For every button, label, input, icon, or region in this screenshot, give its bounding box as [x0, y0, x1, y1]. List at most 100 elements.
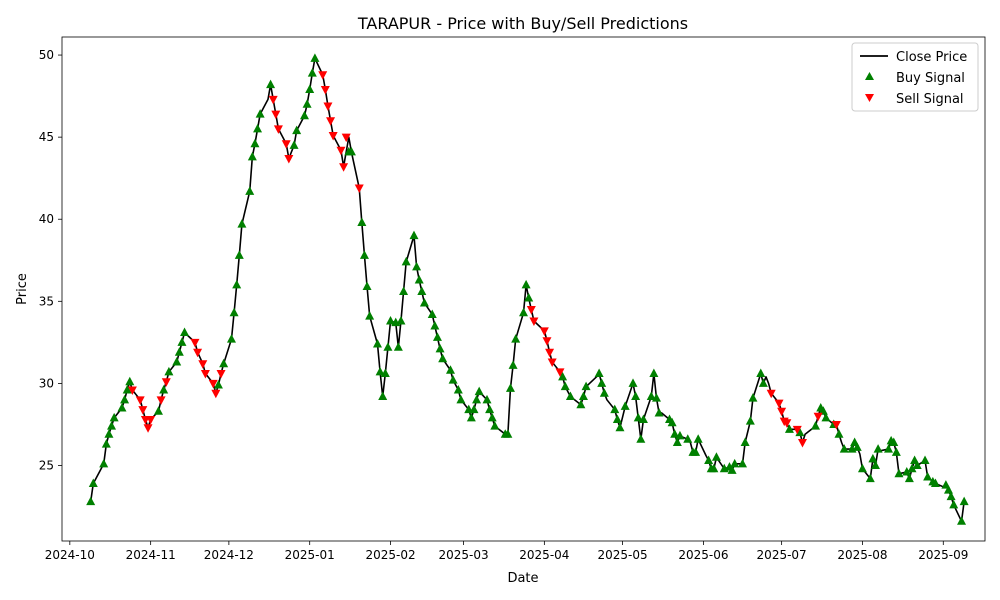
- buy-signal-marker: [472, 394, 482, 404]
- sell-signal-marker: [813, 412, 823, 422]
- x-tick-label: 2025-05: [598, 548, 648, 562]
- buy-signal-marker: [399, 286, 409, 295]
- sell-signal-marker: [774, 399, 784, 409]
- buy-signal-marker: [107, 421, 117, 430]
- buy-signal-marker: [474, 386, 484, 396]
- sell-signal-marker: [328, 132, 338, 141]
- sell-signal-marker: [318, 71, 328, 80]
- sell-signal-marker: [539, 327, 549, 336]
- buy-signal-marker: [219, 358, 229, 368]
- x-tick-label: 2025-04: [519, 548, 569, 562]
- y-tick-label: 40: [39, 212, 54, 226]
- buy-signal-marker: [414, 274, 424, 284]
- buy-signal-marker: [505, 383, 515, 392]
- buy-signal-marker: [456, 394, 466, 404]
- buy-signal-marker: [383, 342, 393, 351]
- buy-signal-marker: [651, 393, 661, 402]
- y-tick-label: 45: [39, 130, 54, 144]
- legend-sell-marker: [865, 94, 874, 102]
- buy-signal-marker: [834, 429, 844, 438]
- sell-signal-marker: [777, 407, 787, 417]
- y-tick-label: 50: [39, 48, 54, 62]
- sell-signal-marker: [797, 438, 807, 448]
- chart-title: TARAPUR - Price with Buy/Sell Prediction…: [357, 14, 688, 33]
- buy-signal-marker: [519, 307, 528, 317]
- x-tick-label: 2024-11: [126, 548, 176, 562]
- buy-signal-marker: [307, 68, 317, 77]
- sell-signal-marker: [354, 184, 364, 194]
- buy-signal-marker: [636, 434, 646, 443]
- buy-signal-marker: [302, 99, 312, 108]
- buy-signal-marker: [430, 320, 440, 330]
- sell-signal-marker: [766, 389, 776, 399]
- x-tick-label: 2025-06: [678, 548, 728, 562]
- buy-signal-marker: [412, 261, 422, 271]
- buy-signal-marker: [177, 337, 187, 346]
- buy-signal-marker: [508, 360, 518, 369]
- buy-signal-marker: [448, 375, 458, 384]
- sell-signal-marker: [198, 360, 208, 369]
- x-axis-label: Date: [507, 571, 538, 586]
- buy-signal-marker: [234, 250, 244, 259]
- buy-signal-marker: [738, 458, 748, 468]
- buy-signal-marker: [401, 256, 411, 266]
- buy-signal-marker: [453, 384, 463, 394]
- legend: Close Price Buy Signal Sell Signal: [851, 42, 979, 112]
- buy-signal-marker: [432, 332, 442, 341]
- buy-signal-marker: [305, 84, 315, 94]
- buy-signal-marker: [469, 404, 479, 414]
- buy-signal-marker: [109, 412, 119, 422]
- buy-signal-marker: [675, 430, 685, 440]
- sell-signal-layer: [127, 71, 841, 448]
- buy-signal-marker: [372, 338, 382, 348]
- buy-signal-marker: [120, 394, 130, 404]
- buy-signal-marker: [857, 463, 867, 473]
- sell-signal-marker: [792, 425, 802, 435]
- sell-signal-marker: [339, 163, 349, 172]
- buy-signal-marker: [594, 368, 604, 378]
- buy-signal-marker: [266, 79, 276, 89]
- buy-signal-marker: [654, 407, 664, 417]
- sell-signal-marker: [782, 419, 792, 428]
- buy-signal-marker: [612, 414, 622, 424]
- plot-frame: [61, 36, 986, 542]
- buy-signal-marker: [727, 465, 737, 474]
- sell-signal-marker: [268, 95, 278, 105]
- buy-signal-marker: [904, 473, 914, 483]
- buy-signal-marker: [620, 401, 630, 410]
- sell-signal-marker: [526, 306, 536, 315]
- buy-signal-marker: [511, 334, 521, 343]
- sell-signal-marker: [146, 416, 156, 425]
- buy-signal-marker: [946, 491, 956, 501]
- buy-signal-marker: [172, 357, 182, 366]
- buy-signal-marker: [427, 309, 437, 318]
- sell-signal-marker: [547, 358, 557, 368]
- buy-signal-marker: [86, 496, 96, 506]
- buy-signal-marker: [250, 138, 260, 148]
- buy-signal-marker: [346, 146, 356, 156]
- buy-signal-marker: [482, 394, 492, 404]
- buy-signal-marker: [628, 378, 638, 387]
- buy-signal-marker: [646, 391, 656, 401]
- buy-signal-marker: [633, 412, 643, 422]
- buy-signal-marker: [438, 353, 448, 363]
- buy-signal-marker: [852, 442, 862, 451]
- sell-signal-marker: [529, 317, 539, 327]
- buy-signal-marker: [610, 404, 620, 414]
- buy-signal-marker: [565, 391, 575, 401]
- buy-signal-marker: [560, 381, 570, 391]
- buy-signal-marker: [503, 429, 513, 438]
- buy-signal-marker: [597, 378, 607, 387]
- buy-signal-marker: [821, 412, 831, 422]
- buy-signal-marker: [359, 250, 369, 259]
- buy-signal-marker: [957, 516, 967, 525]
- buy-signal-marker: [289, 140, 299, 149]
- buy-signal-marker: [393, 342, 403, 351]
- buy-signal-marker: [795, 427, 805, 437]
- buy-signal-marker: [237, 219, 247, 228]
- buy-signal-marker: [435, 343, 445, 353]
- buy-signal-marker: [756, 368, 766, 378]
